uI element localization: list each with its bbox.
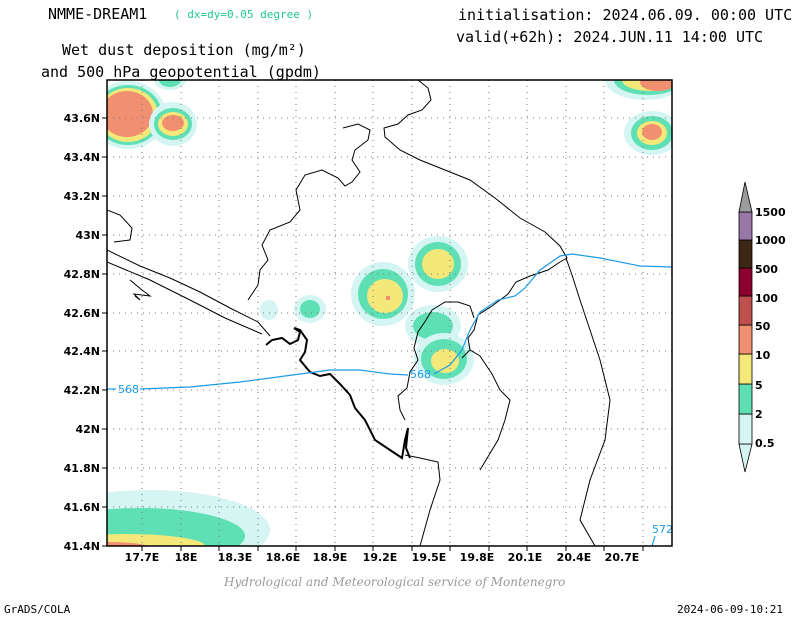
latitude-tick-label: 42.2N [64, 384, 100, 397]
longitude-tick-label: 20.1E [508, 551, 543, 564]
latitude-tick-label: 42N [75, 423, 100, 436]
montenegro-coastline [265, 327, 411, 460]
deposition-blob [154, 80, 186, 90]
colorbar-label: 0.5 [755, 437, 775, 450]
colorbar-swatch [738, 211, 753, 241]
latitude-tick-label: 41.6N [64, 501, 100, 514]
contour-label: 568 [410, 368, 431, 381]
latitude-tick-label: 42.8N [64, 268, 100, 281]
longitude-tick-label: 17.7E [125, 551, 160, 564]
colorbar-swatch [738, 295, 753, 326]
longitude-tick-label: 18E [175, 551, 198, 564]
latitude-tick-label: 43.4N [64, 151, 100, 164]
country-borders [107, 80, 611, 546]
generation-timestamp: 2024-06-09-10:21 [677, 603, 783, 616]
longitude-tick-label: 18.3E [218, 551, 253, 564]
latitude-tick-label: 43N [75, 229, 100, 242]
contour-label: 568 [118, 383, 139, 396]
deposition-field [107, 80, 672, 546]
deposition-blob [260, 300, 278, 320]
latitude-tick-label: 41.8N [64, 462, 100, 475]
colorbar-swatch [738, 413, 753, 445]
colorbar-swatch [738, 267, 753, 297]
credit-line: Hydrological and Meteorological service … [224, 575, 566, 589]
latitude-tick-label: 41.4N [64, 540, 100, 553]
longitude-tick-label: 18.9E [313, 551, 348, 564]
longitude-tick-label: 19.2E [363, 551, 398, 564]
colorbar-label: 5 [755, 379, 763, 392]
colorbar-label: 10 [755, 349, 771, 362]
colorbar-label: 100 [755, 292, 778, 305]
longitude-tick-label: 19.5E [412, 551, 447, 564]
longitude-tick-label: 20.7E [605, 551, 640, 564]
colorbar-label: 1500 [755, 206, 786, 219]
deposition-blob [605, 80, 672, 100]
colorbar-swatch [738, 239, 753, 269]
latitude-tick-label: 43.6N [64, 112, 100, 125]
colorbar-swatch [738, 324, 753, 355]
colorbar-label: 50 [755, 320, 771, 333]
latitude-tick-label: 42.6N [64, 307, 100, 320]
deposition-blob [107, 490, 270, 546]
deposition-blob [149, 102, 197, 146]
colorbar-swatch [738, 353, 753, 385]
deposition-blob [294, 295, 326, 323]
deposition-blob [107, 81, 166, 149]
graticule [107, 80, 672, 546]
colorbar-low-arrow [738, 443, 753, 473]
longitude-tick-label: 18.6E [266, 551, 301, 564]
colorbar-label: 2 [755, 408, 763, 421]
software-credit: GrADS/COLA [4, 603, 71, 616]
deposition-blob [408, 236, 468, 292]
deposition-blob [351, 262, 415, 326]
axis-ticks [102, 117, 644, 551]
valid-time: valid(+62h): 2024.JUN.11 14:00 UTC [456, 28, 764, 46]
model-title: NMME-DREAM1 [48, 5, 148, 23]
initialisation-time: initialisation: 2024.06.09. 00:00 UTC [458, 6, 793, 24]
geopotential-contour-572 [651, 535, 656, 547]
contour-label: 572 [652, 523, 673, 536]
variable-title-line1: Wet dust deposition (mg/m²) [62, 41, 306, 59]
latitude-tick-label: 43.2N [64, 190, 100, 203]
resolution-note: ( dx=dy=0.05 degree ) [174, 8, 314, 21]
longitude-tick-label: 20.4E [557, 551, 592, 564]
colorbar-swatch [738, 383, 753, 415]
variable-title-line2: and 500 hPa geopotential (gpdm) [41, 63, 321, 81]
deposition-blob [624, 111, 672, 155]
colorbar-high-arrow [738, 181, 753, 213]
geopotential-contour-568 [139, 253, 673, 390]
colorbar [738, 181, 753, 473]
deposition-blob [405, 305, 474, 385]
longitude-tick-label: 19.8E [460, 551, 495, 564]
colorbar-label: 1000 [755, 234, 786, 247]
latitude-tick-label: 42.4N [64, 345, 100, 358]
colorbar-label: 500 [755, 263, 778, 276]
